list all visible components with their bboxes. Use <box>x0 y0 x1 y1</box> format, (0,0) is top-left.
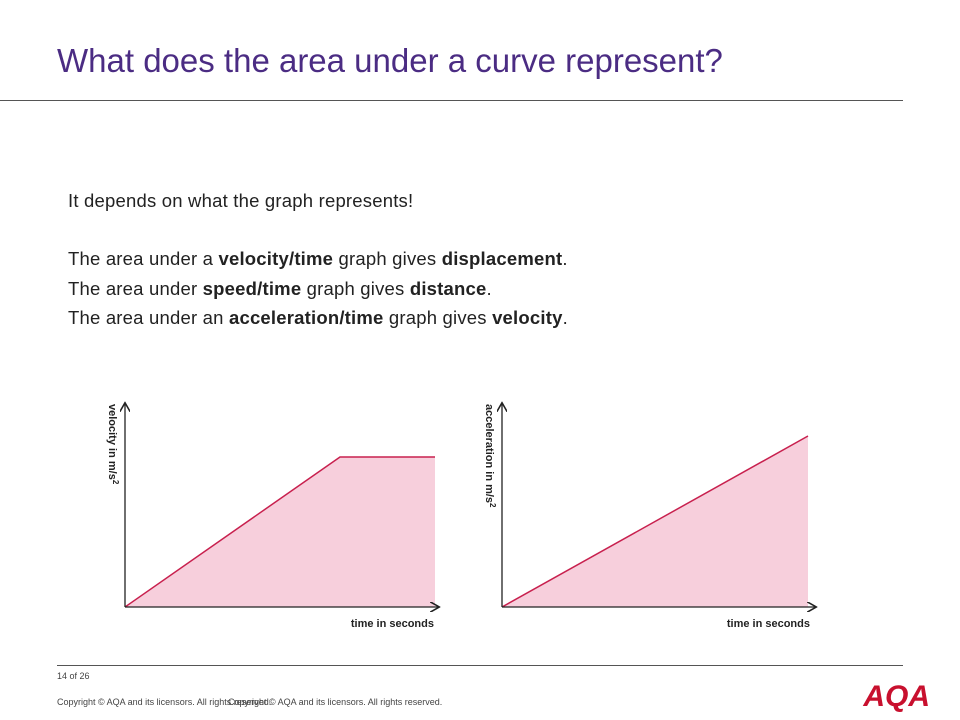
body-line: The area under a velocity/time graph giv… <box>68 248 568 270</box>
text-run: The area under a <box>68 248 219 269</box>
text-run: . <box>562 307 568 328</box>
label-sup: 2 <box>111 480 120 485</box>
graph-acceleration: acceleration in m/s2 time in seconds <box>483 404 815 630</box>
text-run: graph gives <box>383 307 493 328</box>
bold-run: acceleration/time <box>228 307 384 328</box>
text-run: The area under an <box>68 307 229 328</box>
label-text: acceleration in m/s <box>483 404 495 503</box>
title-rule <box>0 100 903 101</box>
x-axis-label: time in seconds <box>351 618 434 630</box>
body-line: The area under an acceleration/time grap… <box>68 307 568 329</box>
graphs: velocity in m/s2 time in seconds acceler… <box>106 380 960 630</box>
text-run: graph gives <box>333 248 442 269</box>
y-axis-label: velocity in m/s2 <box>106 404 120 485</box>
area-fill <box>125 457 435 607</box>
curve <box>124 456 435 608</box>
bold-run: distance <box>409 278 487 299</box>
logo: AQA <box>863 680 930 713</box>
graph-velocity: velocity in m/s2 time in seconds <box>106 404 438 630</box>
bold-run: velocity/time <box>218 248 334 269</box>
label-text: velocity in m/s <box>106 404 118 480</box>
slide-title: What does the area under a curve represe… <box>57 42 723 79</box>
text-run: graph gives <box>301 278 410 299</box>
copyright: Copyright © AQA and its licensors. All r… <box>57 697 272 707</box>
x-axis-label: time in seconds <box>727 618 810 630</box>
y-axis-label: acceleration in m/s2 <box>483 404 497 508</box>
bold-run: displacement <box>441 248 563 269</box>
body-line: The area under speed/time graph gives di… <box>68 278 492 300</box>
bold-run: speed/time <box>202 278 302 299</box>
label-sup: 2 <box>488 503 497 508</box>
intro-text: It depends on what the graph represents! <box>68 190 414 211</box>
text-run: The area under <box>68 278 203 299</box>
text-run: . <box>486 278 492 299</box>
bold-run: velocity <box>492 307 563 328</box>
footer-rule <box>57 665 903 666</box>
curve <box>501 435 809 608</box>
page-number: 14 of 26 <box>57 671 90 681</box>
text-run: . <box>562 248 568 269</box>
copyright: Copyright © AQA and its licensors. All r… <box>228 697 443 707</box>
